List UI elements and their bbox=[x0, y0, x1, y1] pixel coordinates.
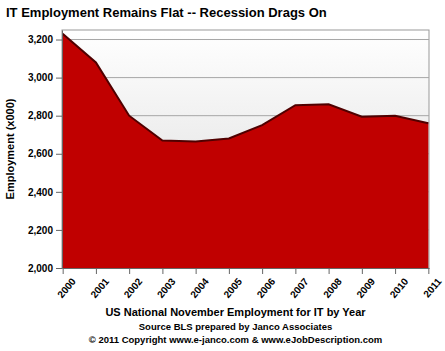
x-tick-mark bbox=[329, 268, 330, 274]
x-tick-label: 2009 bbox=[354, 276, 377, 300]
y-tick: 2,400 bbox=[28, 187, 62, 198]
y-tick-mark bbox=[56, 230, 62, 231]
x-tick-label: 2006 bbox=[255, 276, 278, 300]
x-tick-mark bbox=[96, 268, 97, 274]
x-tick: 2004 bbox=[188, 268, 211, 300]
x-tick-mark bbox=[229, 268, 230, 274]
x-tick-mark bbox=[162, 268, 163, 274]
x-axis-line bbox=[63, 268, 430, 269]
x-tick-label: 2011 bbox=[421, 276, 444, 300]
x-tick-mark bbox=[362, 268, 363, 274]
y-axis: 2,000 2,200 2,400 2,600 2,800 3,000 3,200 bbox=[28, 31, 63, 274]
y-tick-mark bbox=[56, 40, 62, 41]
x-tick: 2000 bbox=[55, 268, 78, 300]
x-tick: 2010 bbox=[388, 268, 411, 300]
y-tick: 2,600 bbox=[28, 148, 62, 159]
x-axis: 2000 2001 2002 2003 2004 2005 2006 2007 2008 2009… bbox=[55, 268, 444, 300]
x-tick: 2005 bbox=[221, 268, 244, 300]
y-axis-title: Employment (x000) bbox=[4, 98, 16, 199]
y-tick-mark bbox=[56, 78, 62, 79]
marks bbox=[63, 34, 429, 268]
y-tick-label: 2,600 bbox=[28, 148, 53, 159]
x-tick-mark bbox=[129, 268, 130, 274]
x-tick: 2008 bbox=[321, 268, 344, 300]
x-tick-label: 2004 bbox=[188, 276, 211, 300]
x-tick: 2009 bbox=[354, 268, 377, 300]
x-tick-mark bbox=[63, 268, 64, 274]
x-tick-mark bbox=[295, 268, 296, 274]
y-tick-mark bbox=[56, 154, 62, 155]
x-tick: 2006 bbox=[255, 268, 278, 300]
y-tick: 3,000 bbox=[28, 72, 62, 83]
y-tick: 2,800 bbox=[28, 110, 62, 121]
x-tick-label: 2002 bbox=[122, 276, 145, 300]
y-tick-label: 3,200 bbox=[28, 34, 53, 45]
x-tick: 2003 bbox=[155, 268, 178, 300]
y-tick: 2,000 bbox=[28, 263, 62, 274]
grid-line bbox=[62, 77, 429, 78]
y-tick: 3,200 bbox=[28, 34, 62, 45]
x-tick-label: 2008 bbox=[321, 276, 344, 300]
x-tick: 2002 bbox=[122, 268, 145, 300]
area-edge bbox=[63, 34, 429, 142]
x-tick-label: 2000 bbox=[55, 276, 78, 300]
x-tick-label: 2010 bbox=[388, 276, 411, 300]
title: IT Employment Remains Flat -- Recession … bbox=[6, 5, 327, 20]
y-tick-label: 2,200 bbox=[28, 225, 53, 236]
y-tick-mark bbox=[56, 268, 62, 269]
x-tick-label: 2005 bbox=[221, 276, 244, 300]
grid-line bbox=[62, 39, 429, 40]
plot-background bbox=[62, 30, 429, 268]
chart: 2,0002,2002,4002,6002,8003,0003,20020002… bbox=[0, 0, 445, 351]
x-axis-title: US National November Employment for IT b… bbox=[105, 306, 366, 318]
y-tick: 2,200 bbox=[28, 225, 62, 236]
y-tick-label: 3,000 bbox=[28, 72, 53, 83]
x-tick-label: 2007 bbox=[288, 276, 311, 300]
plot: 2,0002,2002,4002,6002,8003,0003,20020002… bbox=[28, 30, 444, 300]
x-tick-mark bbox=[262, 268, 263, 274]
y-tick-mark bbox=[56, 192, 62, 193]
y-tick-label: 2,000 bbox=[28, 263, 53, 274]
x-tick: 2007 bbox=[288, 268, 311, 300]
x-tick-mark bbox=[196, 268, 197, 274]
y-tick-label: 2,800 bbox=[28, 110, 53, 121]
annotation: © 2011 Copyright www.e-janco.com & www.e… bbox=[89, 334, 382, 345]
x-tick: 2001 bbox=[88, 268, 111, 300]
x-tick-label: 2003 bbox=[155, 276, 178, 300]
annotation: Source BLS prepared by Janco Associates bbox=[139, 321, 332, 332]
x-tick-label: 2001 bbox=[88, 276, 111, 300]
x-tick-mark bbox=[395, 268, 396, 274]
y-tick-mark bbox=[56, 116, 62, 117]
y-tick-label: 2,400 bbox=[28, 187, 53, 198]
x-tick-mark bbox=[428, 268, 429, 274]
x-tick: 2011 bbox=[421, 268, 444, 300]
y-axis-line bbox=[62, 31, 63, 269]
area bbox=[63, 34, 429, 268]
